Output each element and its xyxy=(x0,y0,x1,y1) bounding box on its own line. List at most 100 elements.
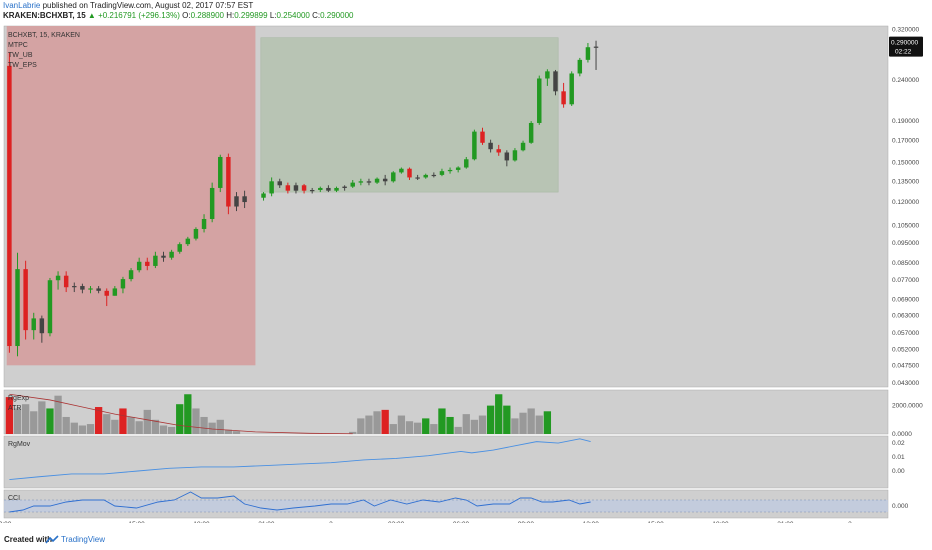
time-axis[interactable]: 9:00 15:00 18:00 21:00 2 03:00 06:00 09:00 12:00… xyxy=(0,521,852,523)
atr-bar-35 xyxy=(397,415,406,434)
atr-pane[interactable]: 0.0000 2000.0000 xyxy=(3,389,923,438)
candle-body-65 xyxy=(545,71,550,79)
candle-body-33 xyxy=(285,185,291,191)
candle-body-48 xyxy=(407,168,412,178)
price-axis-tick-7: 0.120000 xyxy=(892,199,919,206)
candle-body-0 xyxy=(7,65,12,347)
price-axis-tick-0: 0.320000 xyxy=(892,26,919,33)
candle-body-32 xyxy=(277,181,282,186)
candle-body-7 xyxy=(63,275,69,288)
candle-body-18 xyxy=(153,255,158,266)
time-axis-tick-10: 18:00 xyxy=(712,521,729,523)
price-axis-tick-14: 0.057000 xyxy=(892,330,919,337)
candle-body-9 xyxy=(80,286,85,290)
atr-bar-19 xyxy=(159,425,168,434)
author-link[interactable]: IvanLabrie xyxy=(3,1,41,10)
rgmov-axis-tick-2: 0.02 xyxy=(892,440,905,447)
high-key: H: xyxy=(226,11,235,20)
atr-bar-29 xyxy=(349,431,357,434)
candle-body-58 xyxy=(488,142,493,150)
atr-bar-11 xyxy=(94,407,103,434)
rgmov-line xyxy=(9,438,591,481)
price-pane[interactable]: 0.320000 0.290000 0.240000 0.190000 0.170000… xyxy=(3,25,923,388)
price-axis-tick-2: 0.240000 xyxy=(892,77,919,84)
atr-bar-32 xyxy=(373,411,381,434)
indicator-legend: BCHXBT, 15, KRAKEN MTPC TW_UB TW_EPS RgE… xyxy=(8,32,80,502)
atr-bar-53 xyxy=(543,411,552,434)
cci-pane[interactable]: 0.000 xyxy=(3,489,909,519)
candle-body-27 xyxy=(226,156,231,207)
candle-body-70 xyxy=(585,47,591,60)
rgmov-pane[interactable]: 0.00 0.01 0.02 xyxy=(3,435,905,489)
close-key: C: xyxy=(312,11,321,20)
red-zone xyxy=(6,26,256,366)
price-axis-tick-17: 0.043000 xyxy=(892,380,919,387)
published-text: published on TradingView.com, August 02,… xyxy=(42,1,254,10)
created-with-text: Created with xyxy=(4,535,53,544)
candle-body-3 xyxy=(31,318,36,331)
candle-body-69 xyxy=(577,59,583,74)
time-axis-tick-3: 21:00 xyxy=(258,521,275,523)
time-axis-tick-8: 12:00 xyxy=(583,521,600,523)
candle-body-13 xyxy=(112,288,118,296)
candle-body-64 xyxy=(537,78,542,123)
price-axis-tick-13: 0.063000 xyxy=(892,313,919,320)
candle-body-38 xyxy=(326,187,331,191)
tradingview-link[interactable]: TradingView xyxy=(61,535,106,544)
candle-body-51 xyxy=(431,174,437,177)
candle-body-41 xyxy=(350,182,355,187)
legend-tw-ub: TW_UB xyxy=(8,52,33,59)
time-axis-tick-5: 03:00 xyxy=(388,521,405,523)
candle-body-71 xyxy=(593,46,599,48)
atr-bar-41 xyxy=(446,416,454,434)
candle-body-10 xyxy=(88,288,93,290)
price-axis-tick-3: 0.190000 xyxy=(892,118,919,125)
candle-body-40 xyxy=(342,186,347,188)
candle-body-68 xyxy=(569,73,574,105)
time-axis-tick-12: 3 xyxy=(848,521,852,523)
rgmov-axis-tick-1: 0.01 xyxy=(892,454,905,461)
candle-body-5 xyxy=(47,280,53,334)
legend-mtpc: MTPC xyxy=(8,42,28,49)
atr-bar-13 xyxy=(111,419,119,434)
candle-body-60 xyxy=(504,152,510,161)
candle-body-52 xyxy=(439,171,445,175)
candle-body-14 xyxy=(120,279,126,289)
atr-bar-44 xyxy=(470,419,479,434)
cci-line xyxy=(9,491,591,513)
candle-body-4 xyxy=(39,318,45,334)
low-key: L: xyxy=(269,11,277,20)
time-axis-tick-0: 9:00 xyxy=(0,521,12,523)
atr-bar-47 xyxy=(495,394,503,434)
chart-frame: 0.320000 0.290000 0.240000 0.190000 0.170000… xyxy=(0,25,923,523)
legend-tw-eps: TW_EPS xyxy=(8,62,37,69)
candle-body-47 xyxy=(399,168,404,173)
high-value: 0.299899 xyxy=(234,11,268,20)
atr-bar-50 xyxy=(519,412,527,434)
cci-band xyxy=(4,500,888,512)
candle-body-36 xyxy=(309,190,315,192)
footer: Created with TradingView xyxy=(0,530,932,548)
legend-atr: ATR xyxy=(8,405,21,412)
time-axis-tick-7: 09:00 xyxy=(518,521,535,523)
candle-body-50 xyxy=(423,174,428,178)
candle-body-43 xyxy=(366,181,372,183)
atr-bar-18 xyxy=(151,419,160,434)
candle-body-29 xyxy=(242,196,247,203)
atr-line xyxy=(9,393,353,435)
price-axis-tick-6: 0.135000 xyxy=(892,178,919,185)
candle-body-21 xyxy=(177,244,182,252)
candle-body-12 xyxy=(104,290,109,296)
green-zone xyxy=(260,37,559,193)
candle-body-8 xyxy=(72,286,77,288)
candle-body-34 xyxy=(293,185,299,191)
price-axis-tick-8: 0.105000 xyxy=(892,223,919,230)
open-value: 0.288900 xyxy=(190,11,224,20)
price-axis-tick-4: 0.170000 xyxy=(892,138,919,145)
atr-bar-6 xyxy=(54,395,62,434)
atr-axis-tick-0: 0.0000 xyxy=(892,431,912,438)
open-key: O: xyxy=(182,11,191,20)
last-price-label: 0.290000 xyxy=(891,40,918,47)
time-axis-tick-2: 18:00 xyxy=(193,521,210,523)
atr-bar-9 xyxy=(78,425,87,434)
